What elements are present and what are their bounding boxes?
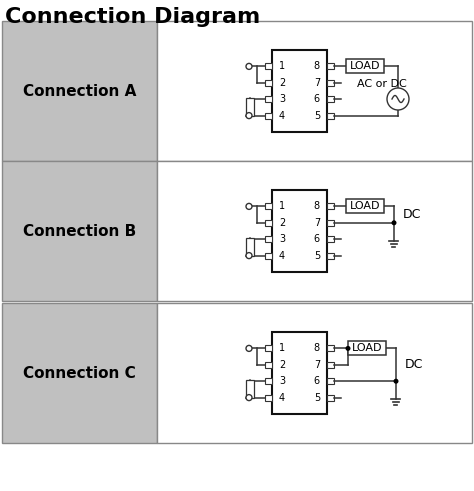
Bar (327, 378, 334, 384)
Text: 7: 7 (314, 218, 320, 228)
Bar (246, 381, 254, 398)
Text: 1: 1 (279, 61, 285, 71)
Bar (265, 345, 272, 352)
Text: LOAD: LOAD (350, 201, 380, 212)
Bar (2, 161, 157, 301)
Text: LOAD: LOAD (352, 343, 382, 354)
Text: Connection A: Connection A (23, 83, 136, 99)
Bar (265, 252, 272, 259)
Bar (272, 50, 327, 132)
Bar (265, 236, 272, 242)
Bar (327, 236, 334, 242)
Circle shape (246, 112, 252, 119)
Bar (272, 332, 327, 414)
Text: 2: 2 (279, 78, 285, 88)
Text: LOAD: LOAD (350, 61, 380, 71)
Bar (327, 395, 334, 401)
Bar (265, 96, 272, 102)
Bar (327, 362, 334, 368)
Bar (327, 80, 334, 86)
Text: 3: 3 (279, 234, 285, 244)
Bar (272, 190, 327, 272)
Text: DC: DC (405, 358, 423, 371)
Bar (327, 63, 334, 69)
Bar (157, 303, 472, 443)
Bar (265, 220, 272, 226)
Bar (246, 98, 254, 116)
Circle shape (387, 88, 409, 110)
Text: 6: 6 (314, 94, 320, 104)
Bar (265, 203, 272, 209)
Bar (265, 112, 272, 119)
Text: 4: 4 (279, 250, 285, 261)
Text: 1: 1 (279, 343, 285, 354)
Circle shape (246, 63, 252, 69)
Text: 3: 3 (279, 94, 285, 104)
Circle shape (246, 395, 252, 401)
Text: 7: 7 (314, 360, 320, 370)
Text: 2: 2 (279, 360, 285, 370)
Text: 6: 6 (314, 376, 320, 386)
Text: 4: 4 (279, 393, 285, 403)
Bar (327, 96, 334, 102)
Bar (346, 199, 384, 214)
Text: Connection C: Connection C (23, 365, 136, 381)
Text: Connection B: Connection B (23, 223, 136, 239)
Circle shape (393, 379, 399, 383)
Bar (327, 345, 334, 352)
Text: 8: 8 (314, 343, 320, 354)
Bar (265, 362, 272, 368)
Text: 8: 8 (314, 61, 320, 71)
Bar (327, 112, 334, 119)
Bar (327, 203, 334, 209)
Text: AC or DC: AC or DC (357, 79, 407, 89)
Text: Connection Diagram: Connection Diagram (5, 7, 260, 27)
Text: 5: 5 (314, 250, 320, 261)
Bar (2, 21, 157, 161)
Text: 5: 5 (314, 393, 320, 403)
Circle shape (346, 346, 350, 351)
Bar (265, 395, 272, 401)
Bar (246, 239, 254, 256)
Bar (327, 252, 334, 259)
Text: 1: 1 (279, 201, 285, 212)
Text: 3: 3 (279, 376, 285, 386)
Bar (157, 21, 472, 161)
Bar (265, 378, 272, 384)
Circle shape (246, 345, 252, 352)
Circle shape (246, 252, 252, 259)
Text: 2: 2 (279, 218, 285, 228)
Bar (157, 161, 472, 301)
Bar (327, 220, 334, 226)
Text: 8: 8 (314, 201, 320, 212)
Bar (265, 63, 272, 69)
Text: 4: 4 (279, 110, 285, 121)
Text: 6: 6 (314, 234, 320, 244)
Text: 5: 5 (314, 110, 320, 121)
Circle shape (246, 203, 252, 209)
Bar (348, 341, 386, 355)
Bar (265, 80, 272, 86)
Bar (2, 303, 157, 443)
Circle shape (392, 220, 396, 225)
Text: 7: 7 (314, 78, 320, 88)
Text: DC: DC (403, 208, 421, 221)
Bar (346, 59, 384, 73)
